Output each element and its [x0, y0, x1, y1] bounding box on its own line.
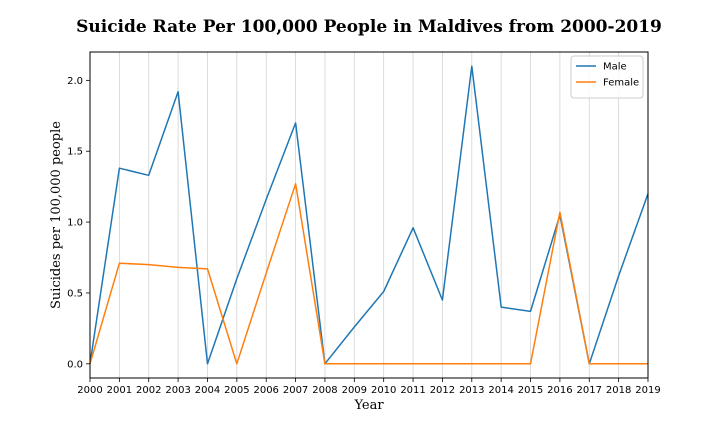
x-tick-label: 2012: [430, 385, 455, 396]
x-tick-label: 2014: [488, 385, 513, 396]
x-tick-label: 2001: [107, 385, 132, 396]
y-axis-label: Suicides per 100,000 people: [49, 121, 64, 309]
x-tick-label: 2004: [195, 385, 220, 396]
x-tick-label: 2015: [518, 385, 543, 396]
x-tick-label: 2002: [136, 385, 161, 396]
x-tick-label: 2011: [400, 385, 425, 396]
x-tick-label: 2017: [577, 385, 602, 396]
legend-label-male: Male: [603, 62, 627, 73]
legend: Male Female: [570, 55, 644, 99]
series-line-male: [89, 65, 649, 365]
x-tick-label: 2005: [224, 385, 249, 396]
plot-frame: [89, 51, 649, 379]
legend-label-female: Female: [603, 78, 639, 89]
y-tick-label: 1.5: [67, 147, 83, 158]
x-tick-label: 2010: [371, 385, 396, 396]
x-tick-label: 2016: [547, 385, 572, 396]
x-axis-ticks: 2000 2001 2002 2003 2004 2005 2006 2007 2008 2009…: [77, 378, 661, 396]
x-tick-label: 2000: [77, 385, 102, 396]
y-tick-label: 2.0: [67, 76, 83, 87]
x-tick-label: 2003: [165, 385, 190, 396]
x-tick-label: 2008: [312, 385, 337, 396]
series-line-female: [89, 183, 648, 365]
series-lines: [89, 65, 649, 365]
y-tick-label: 0.0: [67, 359, 83, 370]
y-tick-label: 0.5: [67, 288, 83, 299]
x-tick-label: 2009: [342, 385, 367, 396]
x-tick-label: 2013: [459, 385, 484, 396]
y-tick-label: 1.0: [67, 218, 83, 229]
chart-title: Suicide Rate Per 100,000 People in Maldi…: [76, 17, 662, 37]
x-tick-label: 2019: [635, 385, 660, 396]
x-tick-label: 2007: [283, 385, 308, 396]
x-axis-label: Year: [353, 398, 384, 413]
y-axis-ticks: 0.0 0.5 1.0 1.5 2.0: [67, 76, 90, 370]
x-tick-label: 2006: [253, 385, 278, 396]
x-tick-label: 2018: [606, 385, 631, 396]
